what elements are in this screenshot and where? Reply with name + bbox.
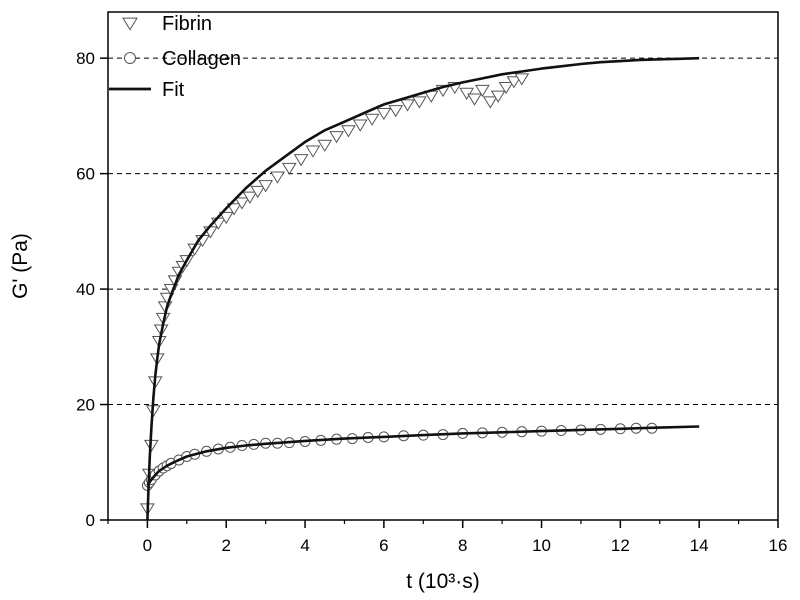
legend-label: Collagen [162, 48, 241, 70]
x-axis-label: t (10³·s) [406, 570, 480, 593]
x-tick-label: 8 [458, 536, 467, 555]
fibrin-point [293, 154, 309, 167]
y-tick-label: 80 [76, 49, 95, 68]
y-tick-label: 40 [76, 280, 95, 299]
gridlines [108, 57, 778, 406]
y-tick-label: 0 [86, 511, 95, 530]
legend-collagen-marker [124, 52, 136, 64]
fibrin-point [467, 93, 482, 106]
fibrin-point [490, 90, 506, 103]
plot-frame [107, 11, 779, 521]
x-tick-label: 16 [769, 536, 788, 555]
x-tick-label: 14 [690, 536, 709, 555]
fibrin-point [317, 139, 333, 152]
fibrin-point [305, 145, 321, 158]
fibrin-point [226, 203, 242, 216]
x-tick-label: 12 [611, 536, 630, 555]
axis-ticks: 0 20 40 60 80 0 2 4 6 8 10 12 14 16 [76, 49, 787, 555]
x-tick-label: 0 [143, 536, 152, 555]
y-tick-label: 60 [76, 165, 95, 184]
fibrin-point [242, 191, 258, 204]
fibrin-point [400, 99, 415, 112]
fibrin-point [234, 197, 250, 210]
legend-label: Fit [162, 79, 185, 101]
legend-fibrin-marker [122, 17, 138, 31]
fibrin-point [364, 113, 380, 126]
fibrin-point [411, 96, 427, 109]
plot-data [140, 56, 700, 521]
y-axis-label: G' (Pa) [9, 233, 32, 299]
fibrin-point [258, 180, 274, 193]
y-tick-label: 20 [76, 396, 95, 415]
fibrin-point [329, 131, 344, 144]
fibrin-point [281, 162, 297, 176]
legend: Fibrin Collagen Fit [109, 13, 241, 101]
fibrin-point [506, 76, 522, 89]
fibrin-point [341, 125, 356, 138]
fibrin-point [270, 171, 285, 184]
fibrin-point [482, 96, 498, 109]
x-tick-label: 6 [379, 536, 388, 555]
fit-line [146, 56, 700, 521]
fibrin-point [388, 105, 404, 118]
x-tick-label: 10 [532, 536, 551, 555]
fibrin-point [250, 185, 266, 199]
fibrin-point [218, 211, 234, 225]
fibrin-point [475, 84, 490, 98]
x-tick-label: 2 [222, 536, 231, 555]
fibrin-point [376, 107, 392, 121]
fit-line [146, 425, 700, 487]
x-tick-label: 4 [300, 536, 309, 555]
fibrin-point [352, 119, 368, 132]
fibrin-point [514, 73, 530, 86]
legend-label: Fibrin [162, 13, 212, 35]
fibrin-point [498, 81, 514, 95]
